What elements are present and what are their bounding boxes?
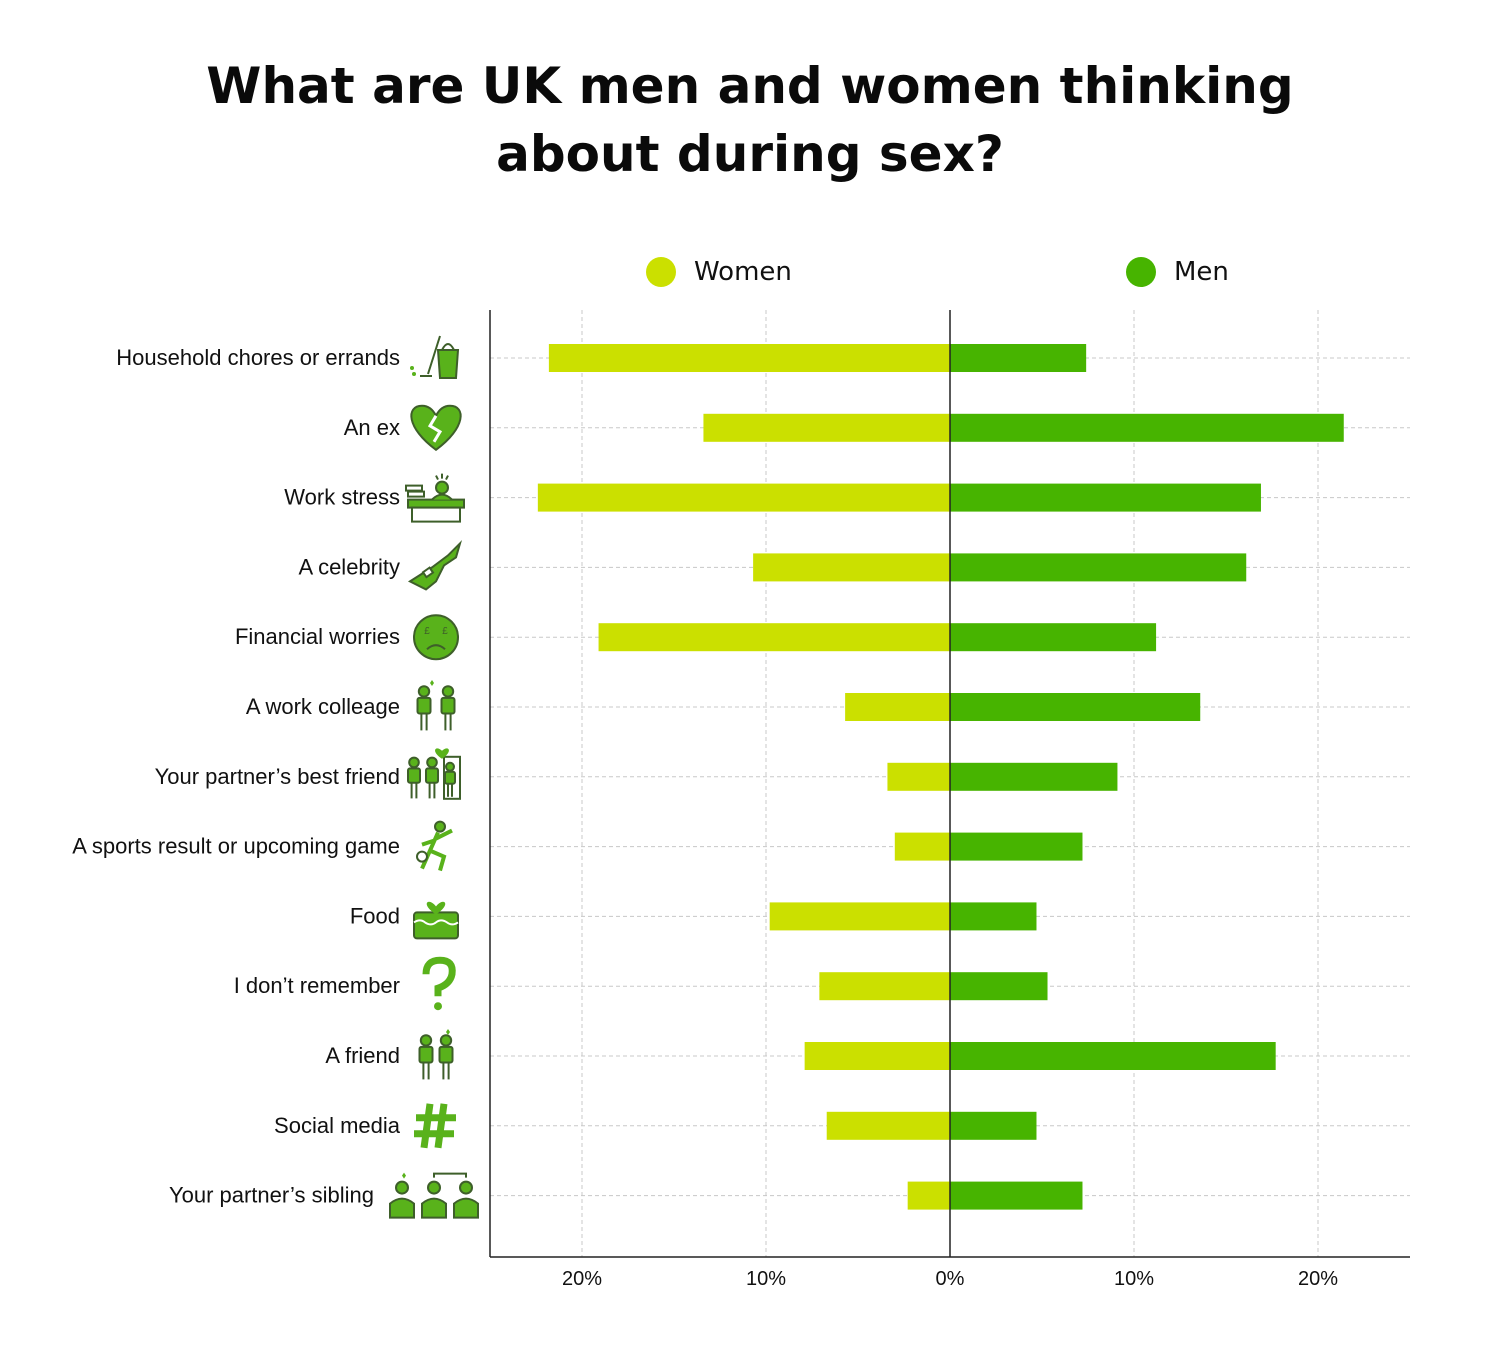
category-label: I don’t remember [234, 973, 400, 998]
x-tick-label: 20% [1298, 1268, 1338, 1290]
bar-women [548, 344, 950, 372]
x-tick-label: 20% [562, 1268, 602, 1290]
electric-guitar-icon [407, 539, 463, 591]
bar-men [950, 483, 1261, 512]
bar-men [950, 972, 1048, 1001]
bar-women [907, 1181, 950, 1210]
bar-women [804, 1042, 950, 1070]
x-tick-label: 0% [936, 1268, 965, 1290]
sad-pound-face-icon: £ £ [413, 614, 459, 661]
hashtag-icon [414, 1103, 456, 1149]
two-friends-heart-icon [418, 1029, 454, 1080]
footballer-kick-icon [416, 820, 453, 872]
bar-women [537, 483, 950, 512]
colleagues-flirt-icon [416, 680, 456, 731]
category-label: A friend [325, 1043, 400, 1068]
category-label: Your partner’s best friend [155, 764, 400, 789]
bar-men [950, 693, 1201, 721]
partner-best-friend-icon [407, 748, 461, 800]
bar-men [950, 413, 1344, 442]
bar-women [753, 553, 950, 582]
bar-women [598, 623, 950, 652]
chart-title: What are UK men and women thinking about… [0, 52, 1500, 188]
cake-with-heart-icon [413, 901, 459, 940]
title-line-2: about during sex? [496, 125, 1004, 183]
bar-men [950, 553, 1247, 582]
legend-women: Women [646, 252, 792, 292]
bar-women [826, 1111, 950, 1140]
category-label: Social media [274, 1113, 401, 1138]
title-line-1: What are UK men and women thinking [206, 57, 1294, 115]
bar-men [950, 902, 1037, 931]
bar-women [894, 832, 950, 861]
x-tick-label: 10% [1114, 1268, 1154, 1290]
category-label: Financial worries [235, 624, 400, 649]
legend-women-swatch [646, 257, 676, 287]
bar-men [950, 344, 1087, 372]
category-label: A sports result or upcoming game [72, 834, 400, 859]
svg-text:£: £ [442, 626, 448, 637]
category-label: A celebrity [299, 554, 401, 579]
category-label: Household chores or errands [116, 345, 400, 370]
category-label: Your partner’s sibling [169, 1183, 374, 1208]
broken-heart-icon [410, 404, 462, 452]
category-label: Work stress [284, 485, 400, 510]
bar-men [950, 1042, 1276, 1070]
legend-women-label: Women [694, 257, 792, 287]
category-label: Food [350, 903, 400, 928]
category-label: A work colleage [246, 694, 400, 719]
bar-women [703, 413, 950, 442]
question-mark-icon [422, 956, 456, 1011]
bar-men [950, 832, 1083, 861]
legend-men-label: Men [1174, 257, 1229, 287]
siblings-family-icon [389, 1172, 479, 1219]
x-tick-label: 10% [746, 1268, 786, 1290]
mop-and-bucket-icon [410, 335, 460, 379]
svg-text:£: £ [424, 626, 430, 637]
category-label: An ex [344, 415, 400, 440]
bar-women [819, 972, 950, 1001]
bar-men [950, 623, 1157, 652]
legend-men-swatch [1126, 257, 1156, 287]
bar-women [845, 693, 950, 721]
bar-men [950, 1111, 1037, 1140]
bar-men [950, 762, 1118, 791]
bar-men [950, 1181, 1083, 1210]
stressed-worker-desk-icon [405, 473, 465, 523]
legend-men: Men [1126, 252, 1229, 292]
bar-women [887, 762, 950, 791]
bar-women [769, 902, 950, 931]
